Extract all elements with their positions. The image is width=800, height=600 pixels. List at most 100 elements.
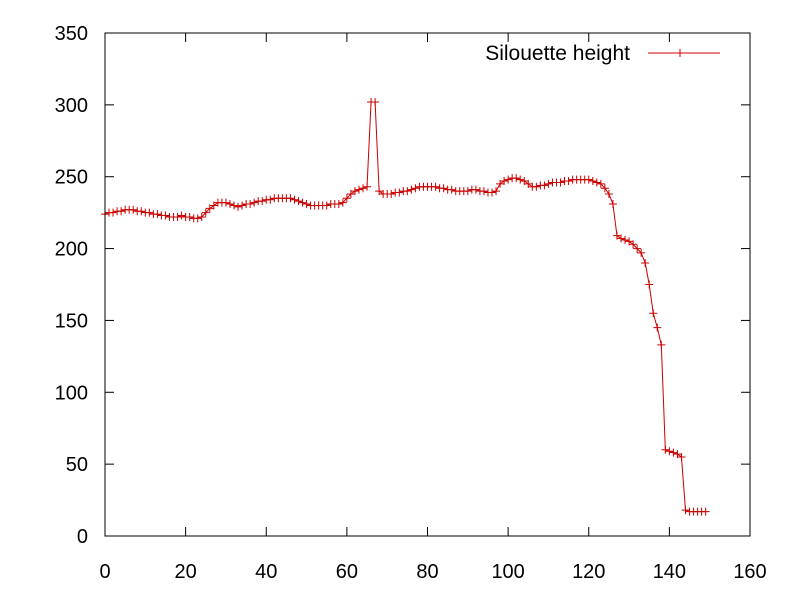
data-point [633,244,642,253]
y-tick-label: 200 [55,239,88,261]
data-point [230,201,238,210]
data-point [201,208,210,217]
y-tick-label: 350 [55,23,88,45]
x-tick-label: 40 [255,561,277,583]
series-layer [101,97,710,516]
data-point [592,178,601,187]
data-point [145,208,154,217]
legend: Silouette height [485,42,720,65]
x-tick-label: 20 [175,561,197,583]
data-point [363,182,372,191]
data-point [258,197,267,206]
data-point [246,200,255,209]
data-point [439,184,448,193]
legend-label: Silouette height [485,42,630,65]
data-point [286,194,295,203]
data-point [221,198,230,207]
data-point [673,450,682,459]
data-point [584,175,593,184]
data-point [629,240,638,249]
data-point [354,185,363,194]
data-point [117,207,126,216]
data-point [298,198,307,207]
data-point [500,177,509,186]
data-point [463,187,472,196]
data-point [641,258,650,267]
x-tick-label: 80 [416,561,438,583]
x-tick-label: 120 [572,561,605,583]
data-point [665,447,674,456]
data-point [431,182,440,191]
data-point [322,201,331,210]
data-point [540,181,549,190]
data-point [294,197,303,206]
data-point [359,184,367,193]
data-point [173,212,182,221]
data-point [653,323,662,332]
data-point [604,189,613,198]
data-point [238,201,247,210]
data-point [564,177,573,186]
data-point [621,235,630,244]
data-point [403,187,412,196]
legend-marker [676,49,684,57]
data-point [375,187,384,196]
data-point [129,205,138,214]
data-point [637,248,646,257]
data-point [496,179,505,188]
data-point [371,97,380,106]
tick-labels: 0 20 40 60 80 100 120 140 160 0 50 100 150 200 250 300 3… [55,23,767,583]
y-tick-label: 0 [77,526,88,548]
data-point [701,507,710,516]
data-point [524,179,533,188]
data-point [681,506,690,515]
data-point [153,210,162,219]
data-point [596,179,605,188]
data-point [588,177,597,186]
data-point [516,175,525,184]
x-tick-label: 100 [491,561,524,583]
series-line [104,101,706,513]
data-point [209,201,218,210]
data-point [137,207,146,216]
plot-frame [104,32,751,537]
data-point [407,185,416,194]
data-point [512,174,521,183]
data-point [334,200,343,209]
data-point [488,188,496,197]
data-point [556,178,565,187]
data-point [266,195,275,204]
data-point [645,280,654,289]
data-point [492,187,501,196]
x-tick-label: 160 [733,561,766,583]
data-point [617,234,625,243]
data-point [387,189,396,198]
data-point [657,340,666,349]
data-point [471,185,480,194]
data-point [205,204,214,213]
axis-ticks [104,32,751,537]
data-point [290,195,299,204]
y-tick-label: 150 [55,310,88,332]
data-point [250,198,259,207]
data-point [411,184,420,193]
data-point [612,231,621,240]
data-point [677,452,686,461]
data-point [649,309,658,318]
data-point [350,187,359,196]
data-point [447,185,456,194]
x-tick-label: 60 [336,561,358,583]
y-tick-label: 250 [55,167,88,189]
data-point [177,211,186,220]
data-point [504,175,513,184]
x-tick-label: 0 [99,561,110,583]
data-point [185,212,194,221]
data-point [234,202,243,211]
data-point [109,208,118,217]
data-point [608,200,617,209]
data-point [338,198,347,207]
x-tick-label: 140 [653,561,686,583]
data-point [225,200,234,209]
data-point [479,187,488,196]
